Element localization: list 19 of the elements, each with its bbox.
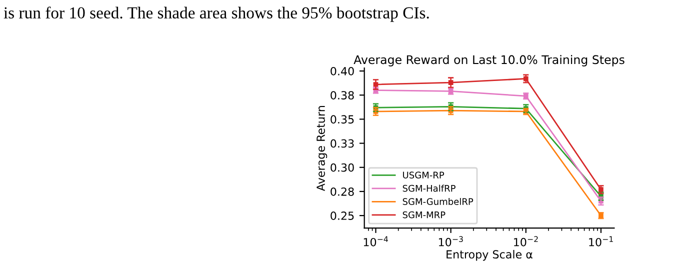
x-tick-label: 10$^{−3}$ (438, 236, 463, 246)
text: is run for 10 seed. The shade area shows the 95% bootstrap CIs. (4, 6, 429, 22)
y-tick-label: 0.30 (330, 163, 354, 172)
y-tick-label: 0.35 (330, 115, 354, 124)
x-axis-title: Entropy Scale α (446, 250, 532, 261)
y-tick-label: 0.40 (330, 66, 354, 76)
legend-label: SGM-GumbelRP (402, 198, 474, 205)
y-axis-title: Average Return (316, 106, 328, 192)
legend-label: USGM-RP (403, 172, 444, 178)
x-tick-label: 10$^{−4}$ (364, 236, 388, 246)
y-tick-label: 0.25 (330, 212, 354, 220)
x-tick-label: 10$^{−2}$ (514, 236, 538, 246)
y-tick-label: 0.28 (330, 187, 354, 196)
legend-label: SGM-MRP (402, 211, 446, 218)
legend-label: SGM-HalfRP (402, 184, 456, 192)
chart-title: Average Reward on Last 10.0% Training Steps (354, 54, 624, 66)
y-tick-label: 0.33 (330, 139, 354, 148)
y-tick-label: 0.38 (330, 91, 354, 100)
x-tick-label: 10$^{−1}$ (589, 236, 613, 246)
